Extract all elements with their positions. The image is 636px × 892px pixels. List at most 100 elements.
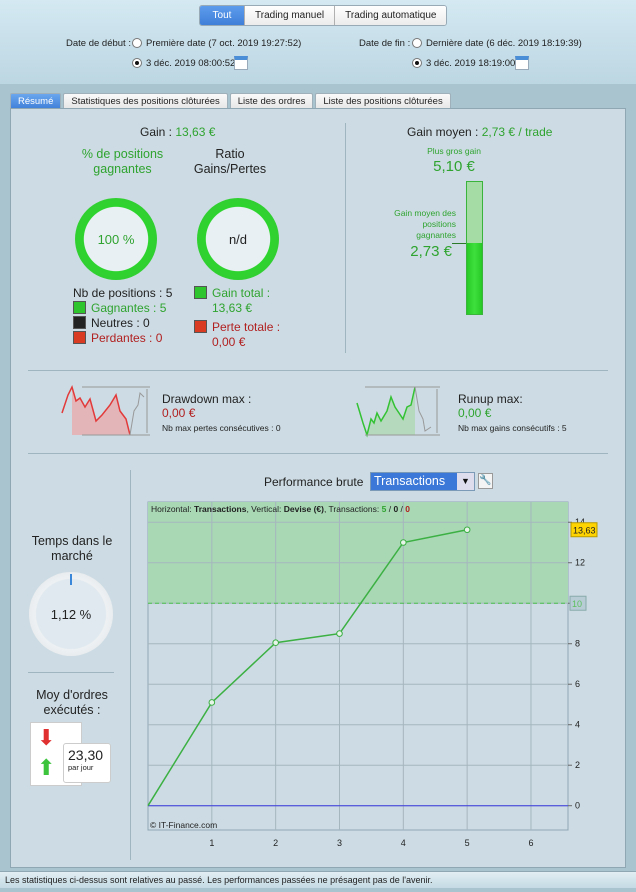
v-label: , Vertical: <box>246 504 282 514</box>
nb-positions: Nb de positions : 5 <box>73 286 173 300</box>
green-square-icon <box>73 301 86 314</box>
wrench-icon[interactable]: 🔧 <box>478 473 493 489</box>
x-tick-label: 2 <box>273 838 278 848</box>
drawdown-sub: Nb max pertes consécutives : 0 <box>162 423 281 433</box>
tab-orders[interactable]: Liste des ordres <box>229 93 314 109</box>
gain: Gain : 13,63 € <box>140 125 215 139</box>
orders-value: 23,30 <box>68 747 104 763</box>
positions-legend: Nb de positions : 5 Gagnantes : 5 Neutre… <box>73 286 172 346</box>
losses: 0 <box>405 504 411 514</box>
green-square-icon <box>194 286 207 299</box>
start-first-radio[interactable]: Première date (7 oct. 2019 19:27:52) <box>132 38 301 49</box>
h-label: Horizontal: <box>151 504 192 514</box>
market-value: 1,12 % <box>50 606 92 622</box>
threshold-badge <box>569 595 587 611</box>
gain-value: 13,63 € <box>175 125 216 139</box>
h-value: Transactions <box>194 504 247 514</box>
calendar-icon[interactable] <box>234 56 248 70</box>
filter-tout[interactable]: Tout <box>200 6 244 25</box>
avg-win-label: Gain moyen des positions gagnantes <box>394 208 456 240</box>
start-custom-radio[interactable]: 3 déc. 2019 08:00:52 <box>132 58 235 69</box>
x-tick-label: 4 <box>401 838 406 848</box>
gain-total-label: Gain total : <box>212 286 271 300</box>
biggest-value: 5,10 € <box>433 158 475 175</box>
avg-gain: Gain moyen : 2,73 € / trade <box>407 125 552 139</box>
last-value-badge <box>570 522 598 538</box>
arrow-icon <box>452 243 466 244</box>
tab-stats[interactable]: Statistiques des positions clôturées <box>63 93 228 109</box>
divider <box>28 672 114 673</box>
neutres: Neutres : 0 <box>91 316 150 330</box>
gain-total-value: 13,63 € <box>212 301 253 315</box>
y-tick-label: 2 <box>575 760 580 770</box>
perte-totale-value: 0,00 € <box>212 335 246 349</box>
x-tick-label: 3 <box>337 838 342 848</box>
ratio-value: n/d <box>228 231 248 247</box>
tab-resume[interactable]: Résumé <box>10 93 62 109</box>
performance-select[interactable]: Transactions ▼ <box>370 472 475 491</box>
arrow-up-icon: ⬆ <box>37 755 56 780</box>
start-custom-text: 3 déc. 2019 08:00:52 <box>146 58 236 69</box>
perdantes: Perdantes : 0 <box>91 331 163 345</box>
filter-auto[interactable]: Trading automatique <box>334 6 447 25</box>
chart-header: Horizontal: Transactions, Vertical: Devi… <box>151 504 411 514</box>
filter-manuel[interactable]: Trading manuel <box>244 6 335 25</box>
data-point <box>272 639 279 647</box>
perte-totale-label: Perte totale : <box>212 320 281 334</box>
trading-filter: Tout Trading manuel Trading automatique <box>199 5 448 26</box>
pct-ring: 100 % <box>75 198 157 280</box>
end-custom-text: 3 déc. 2019 18:19:00 <box>426 58 516 69</box>
performance-select-value: Transactions <box>374 474 446 488</box>
divider <box>28 370 608 371</box>
ratio-title: Ratio Gains/Pertes <box>193 147 267 176</box>
pct-value: 100 % <box>97 231 135 247</box>
wins: 5 <box>381 504 387 514</box>
performance-line <box>147 529 468 807</box>
drawdown-icon <box>61 384 150 436</box>
watermark: © IT-Finance.com <box>150 820 218 830</box>
avg-label: Gain moyen : <box>407 125 479 139</box>
pct-title: % de positions gagnantes <box>81 147 164 176</box>
x-tick-label: 1 <box>209 838 214 848</box>
data-point <box>463 526 471 534</box>
data-point <box>208 699 216 706</box>
data-point <box>400 539 407 546</box>
black-square-icon <box>73 316 86 329</box>
start-label: Date de début : <box>66 38 131 49</box>
market-label: Temps dans le marché <box>31 534 113 563</box>
end-last-radio[interactable]: Dernière date (6 déc. 2019 18:19:39) <box>412 38 582 49</box>
biggest-label: Plus gros gain <box>427 146 481 156</box>
red-square-icon <box>194 320 207 333</box>
runup-label: Runup max: <box>458 392 523 406</box>
t-label: , Transactions: <box>323 504 380 514</box>
runup-icon <box>356 386 440 438</box>
x-tick-label: 5 <box>465 838 470 848</box>
end-label: Date de fin : <box>359 38 411 49</box>
y-tick-label: 8 <box>575 639 580 649</box>
calendar-icon[interactable] <box>515 56 529 70</box>
drawdown-label: Drawdown max : <box>162 392 252 406</box>
start-first-text: Première date (7 oct. 2019 19:27:52) <box>146 38 302 49</box>
market-ring: 1,12 % <box>29 572 113 656</box>
y-tick-label: 6 <box>575 679 580 689</box>
tab-positions[interactable]: Liste des positions clôturées <box>315 93 451 109</box>
chevron-down-icon[interactable]: ▼ <box>457 473 474 490</box>
data-point <box>336 630 343 637</box>
y-tick-label: 4 <box>575 720 580 730</box>
end-last-text: Dernière date (6 déc. 2019 18:19:39) <box>426 38 582 49</box>
orders-label: Moy d'ordres exécutés : <box>36 688 108 717</box>
end-custom-radio[interactable]: 3 déc. 2019 18:19:00 <box>412 58 515 69</box>
last-value-label: 13,63 <box>573 526 596 536</box>
x-tick-label: 6 <box>528 838 533 848</box>
performance-label: Performance brute <box>264 475 364 489</box>
totals-legend: Gain total : 13,63 € Perte totale : 0,00… <box>194 286 280 350</box>
tab-bar: Résumé Statistiques des positions clôtur… <box>10 93 453 109</box>
performance-chart: 1234560246812141013,63 <box>147 501 598 848</box>
drawdown-value: 0,00 € <box>162 406 196 420</box>
avg-win-value: 2,73 € <box>410 243 452 260</box>
orders-box: 23,30 par jour <box>63 743 111 783</box>
gagnantes: Gagnantes : 5 <box>91 301 167 315</box>
v-value: Devise (€) <box>283 504 324 514</box>
orders-unit: par jour <box>68 763 94 772</box>
red-square-icon <box>73 331 86 344</box>
